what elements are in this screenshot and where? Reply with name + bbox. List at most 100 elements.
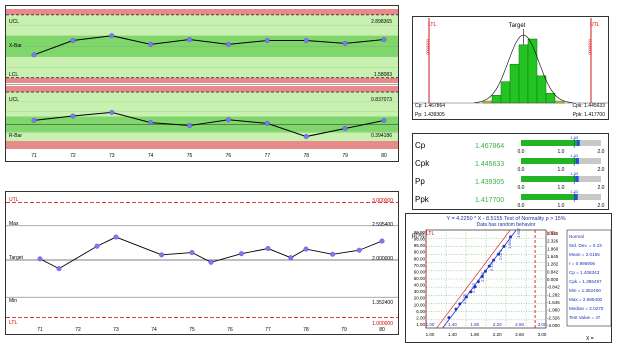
range-point [303, 134, 309, 140]
index-bar-fill [521, 140, 580, 146]
histogram-pp-text: Pp: 1.439305 [415, 112, 445, 118]
normality-title: Y = 4.2250 * X - 8.5155 Test of Normalit… [446, 216, 565, 222]
normality-left-tick: 40.00 [414, 283, 426, 288]
histogram-bar [527, 38, 538, 104]
index-tick-label: 0.0 [518, 167, 525, 173]
normality-right-tick: 0.842 [547, 269, 559, 274]
normality-right-tick: 1.282 [547, 262, 559, 267]
normality-ltl-label: LTL [426, 231, 434, 237]
xbar-r-chart: 71 72 73 74 75 76 77 78 79 80 UCL 2.898365 X-Bar … [6, 9, 398, 159]
range-ucl-label: UCL [9, 97, 19, 103]
index-bar-value-marker [574, 194, 578, 200]
histogram-ltl-label: LTL [428, 22, 436, 28]
xbar-series-line [33, 35, 385, 56]
range-point [31, 117, 37, 123]
normality-point [483, 269, 487, 273]
index-bar-value-marker [575, 176, 579, 182]
histogram-utl-value: 0000000 [587, 38, 592, 54]
run-point [379, 238, 385, 244]
histogram-bar [482, 100, 493, 104]
normality-point [458, 302, 462, 306]
index-bar-value-marker [576, 140, 580, 146]
range-series-line [33, 111, 385, 138]
index-bar-fill [521, 176, 579, 182]
normality-diag-label: 1.851 [507, 238, 512, 249]
normality-stat-line: Max = 2.595400 [569, 297, 603, 302]
run-x-tick-label: 76 [227, 327, 233, 333]
cp-index-value: 1.467864 [475, 143, 504, 150]
run-x-tick-label: 73 [113, 327, 119, 333]
histogram-bar [554, 100, 565, 104]
normality-point [509, 235, 513, 239]
normality-left-tick: 30.00 [414, 289, 426, 294]
index-tick-label: 1.0 [558, 185, 565, 191]
index-reference-label: 1.33 [570, 171, 579, 176]
run-min-label: Min [9, 298, 17, 304]
normality-point [469, 290, 473, 294]
histogram-bar [545, 93, 556, 104]
capability-histogram: LTL UTL 0000000 0000000 Target Cp: 1.467… [413, 18, 608, 118]
normality-x-tick: 1.40 [448, 332, 457, 337]
range-lower-red-band [6, 141, 398, 149]
normality-x-tick: 2.20 [493, 332, 502, 337]
run-point [288, 255, 294, 261]
normality-right-tick: 1.960 [547, 246, 559, 251]
normality-stat-line: Test Value = 47 [569, 315, 601, 320]
run-chart-panel: 71 72 73 74 75 76 77 78 79 80 UTL 3.000000 Max 2.… [5, 191, 399, 335]
normality-right-tick: 2.585 [547, 231, 559, 236]
xbar-lower-red-band [6, 77, 398, 83]
run-x-tick-label: 79 [341, 327, 347, 333]
run-chart: 71 72 73 74 75 76 77 78 79 80 UTL 3.000000 Max 2.… [6, 197, 398, 333]
normality-stat-line: Normal [569, 234, 584, 239]
run-point [159, 252, 165, 258]
normality-x-tick-inner: 1.00 [426, 322, 435, 327]
normality-stat-line: Cpk = 1.386497 [569, 279, 602, 284]
range-ucl-value: 0.837073 [371, 97, 392, 103]
index-bar-value-marker [575, 158, 579, 164]
index-reference-label: 1.33 [570, 135, 579, 140]
histogram-ppk-text: Ppk: 1.417700 [573, 112, 605, 118]
run-series-line [39, 236, 383, 270]
histogram-bar [500, 81, 511, 104]
normality-stat-line: Mean = 2.0155 [569, 252, 600, 257]
xbar-lcl-value: 1.58083 [374, 72, 392, 78]
normality-stat-line: r = 0.995906 [569, 261, 595, 266]
xbar-ucl-label: UCL [9, 19, 19, 25]
normality-diag-label: 2.074 [498, 249, 503, 260]
normality-right-tick: 2.326 [547, 239, 559, 244]
normality-x-tick: 2.60 [515, 332, 524, 337]
ppk-index-value: 1.417700 [475, 197, 504, 204]
normality-stat-line: Std. Dev. = 0.23 [569, 243, 602, 248]
normality-left-tick: 70.00 [414, 263, 426, 268]
run-target-value: 2.000000 [372, 256, 393, 262]
run-x-tick-label: 72 [75, 327, 81, 333]
range-point [264, 120, 270, 126]
normality-right-tick: 1.645 [547, 254, 559, 259]
run-point [56, 266, 62, 272]
index-reference-label: 1.33 [570, 153, 579, 158]
xbar-point [148, 41, 154, 47]
normality-point [480, 274, 484, 278]
index-tick-label: 0.0 [518, 149, 525, 155]
xbar-point [303, 38, 309, 44]
run-utl-value: 3.000000 [372, 198, 393, 204]
normality-point [464, 295, 468, 299]
histogram-bar [509, 63, 520, 104]
xbar-x-tick-label: 78 [303, 153, 309, 159]
normality-stat-line: Cp = 1.408343 [569, 270, 600, 275]
histogram-bar [536, 75, 547, 104]
normality-x-tick-inner: 1.80 [470, 322, 479, 327]
ppk-index-label: Ppk [415, 195, 430, 204]
normality-left-tick: 5.00 [416, 309, 425, 314]
normality-diag-label: 2.141 [489, 260, 494, 271]
run-point [94, 243, 100, 249]
normality-left-tick: 2.00 [416, 315, 425, 320]
histogram-bar [518, 44, 529, 104]
normality-x-tick-inner: 1.40 [448, 322, 457, 327]
xbar-x-tick-label: 80 [381, 153, 387, 159]
run-point [189, 250, 195, 256]
run-point [37, 256, 43, 262]
xbar-x-tick-label: 76 [226, 153, 232, 159]
run-x-tick-label: 77 [265, 327, 271, 333]
xbar-point [264, 38, 270, 44]
